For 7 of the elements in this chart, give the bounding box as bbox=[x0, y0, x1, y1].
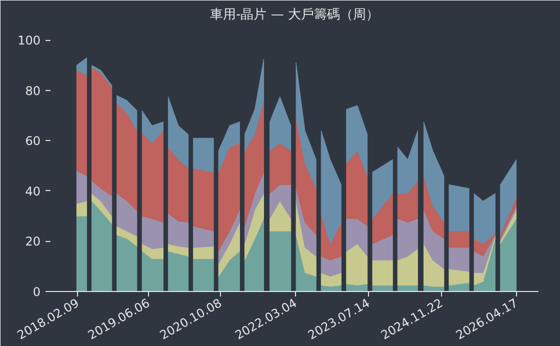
y-tick-label: 20 bbox=[25, 234, 41, 249]
y-tick-label: 60 bbox=[25, 134, 41, 148]
y-tick-label: 100 bbox=[18, 34, 40, 48]
y-tick-label: 0 bbox=[32, 285, 41, 299]
y-tick-label: 80 bbox=[25, 84, 41, 98]
y-tick-label: 40 bbox=[25, 184, 41, 198]
chart-title: 車用-晶片 — 大戶籌碼（周） bbox=[210, 8, 379, 22]
